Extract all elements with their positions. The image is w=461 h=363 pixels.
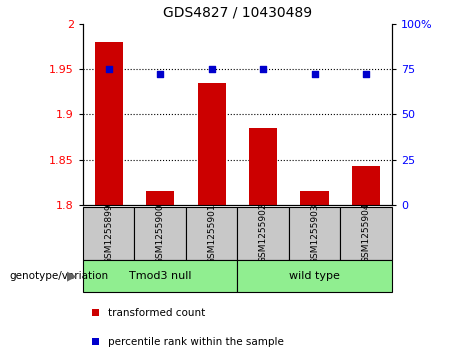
Text: wild type: wild type xyxy=(289,271,340,281)
Bar xyxy=(237,260,392,292)
Text: transformed count: transformed count xyxy=(108,307,205,318)
Text: genotype/variation: genotype/variation xyxy=(9,271,108,281)
Text: GSM1255901: GSM1255901 xyxy=(207,203,216,264)
Text: GSM1255899: GSM1255899 xyxy=(104,203,113,264)
Bar xyxy=(83,207,135,260)
Text: GSM1255903: GSM1255903 xyxy=(310,203,319,264)
Point xyxy=(362,72,370,77)
Text: GSM1255904: GSM1255904 xyxy=(361,203,371,264)
Point xyxy=(260,66,267,72)
Text: percentile rank within the sample: percentile rank within the sample xyxy=(108,337,284,347)
Text: ▶: ▶ xyxy=(67,269,76,282)
Point xyxy=(105,66,112,72)
Bar xyxy=(92,338,99,345)
Bar xyxy=(249,128,278,205)
Bar xyxy=(289,207,340,260)
Point xyxy=(156,72,164,77)
Title: GDS4827 / 10430489: GDS4827 / 10430489 xyxy=(163,6,312,20)
Bar xyxy=(146,192,174,205)
Bar xyxy=(135,207,186,260)
Bar xyxy=(352,166,380,205)
Text: GSM1255900: GSM1255900 xyxy=(156,203,165,264)
Text: Tmod3 null: Tmod3 null xyxy=(129,271,191,281)
Bar xyxy=(92,309,99,316)
Bar xyxy=(83,260,237,292)
Point xyxy=(208,66,215,72)
Bar xyxy=(340,207,392,260)
Bar xyxy=(301,192,329,205)
Point xyxy=(311,72,318,77)
Bar xyxy=(186,207,237,260)
Bar xyxy=(237,207,289,260)
Bar xyxy=(197,82,226,205)
Text: GSM1255902: GSM1255902 xyxy=(259,203,268,264)
Bar xyxy=(95,42,123,205)
